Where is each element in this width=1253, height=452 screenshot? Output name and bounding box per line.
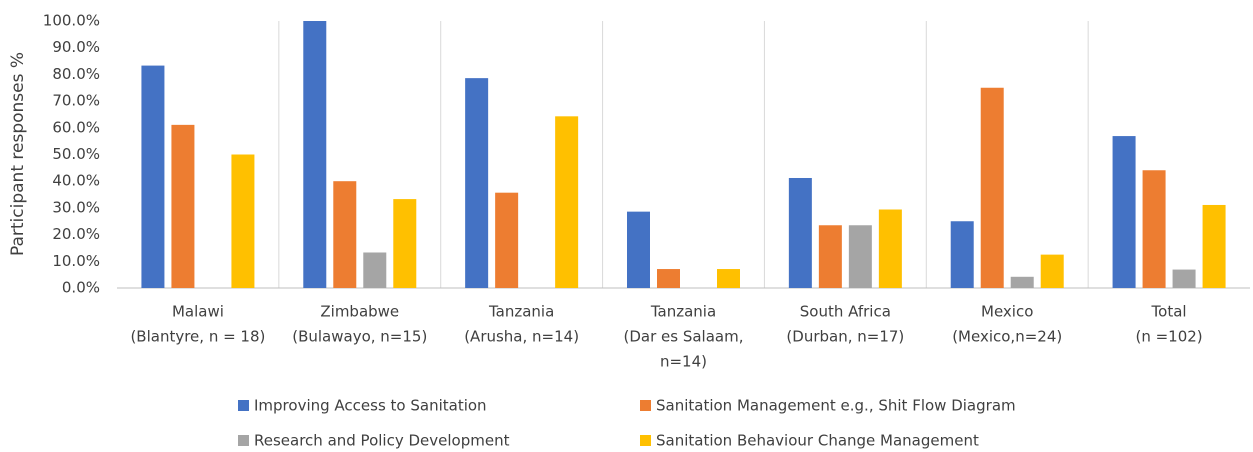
x-tick-label: Tanzania (488, 303, 554, 321)
y-tick-label: 50.0% (52, 145, 100, 163)
y-tick-label: 0.0% (62, 279, 100, 297)
legend-swatch (640, 400, 651, 411)
legend-label: Sanitation Behaviour Change Management (656, 432, 979, 450)
legend-swatch (640, 435, 651, 446)
legend-label: Research and Policy Development (254, 432, 510, 450)
legend-swatch (238, 400, 249, 411)
y-axis-label: Participant responses % (8, 52, 28, 256)
bar (333, 181, 357, 288)
x-tick-label: Malawi (172, 303, 224, 321)
bar (1112, 136, 1136, 288)
bar (1202, 204, 1226, 288)
bar (1010, 276, 1034, 288)
bar (878, 209, 902, 288)
x-tick-label: (Arusha, n=14) (464, 328, 579, 346)
bar (231, 154, 255, 288)
bar (848, 225, 872, 288)
x-tick-label: (Durban, n=17) (786, 328, 904, 346)
legend-label: Improving Access to Sanitation (254, 397, 487, 415)
bar (141, 65, 165, 289)
legend-label: Sanitation Management e.g., Shit Flow Di… (656, 397, 1016, 415)
x-tick-label: Mexico (981, 303, 1033, 321)
bar (363, 252, 387, 288)
bar (171, 124, 195, 288)
x-tick-label: Total (1151, 303, 1187, 321)
bar (657, 269, 680, 288)
bar (627, 211, 650, 288)
bar (1142, 170, 1166, 288)
bar (465, 78, 489, 288)
y-tick-label: 70.0% (52, 92, 100, 110)
y-tick-label: 60.0% (52, 118, 100, 136)
x-tick-label: (n =102) (1135, 328, 1202, 346)
x-tick-label: Zimbabwe (320, 303, 399, 321)
x-tick-label: n=14) (660, 353, 707, 371)
bar (818, 225, 842, 288)
x-tick-label: (Blantyre, n = 18) (130, 328, 265, 346)
y-tick-label: 30.0% (52, 198, 100, 216)
x-tick-label: (Bulawayo, n=15) (292, 328, 427, 346)
bar (717, 269, 740, 288)
bar (495, 192, 519, 288)
y-tick-label: 10.0% (52, 252, 100, 270)
bar (950, 221, 974, 288)
bar (393, 199, 417, 288)
bar (1040, 254, 1064, 288)
bar (788, 177, 812, 288)
y-tick-label: 80.0% (52, 65, 100, 83)
bar (555, 116, 579, 288)
y-tick-label: 100.0% (43, 12, 100, 30)
x-tick-label: South Africa (800, 303, 891, 321)
y-tick-label: 20.0% (52, 225, 100, 243)
x-tick-label: (Dar es Salaam, (624, 328, 744, 346)
x-tick-label: (Mexico,n=24) (952, 328, 1062, 346)
y-tick-label: 90.0% (52, 38, 100, 56)
bar (1172, 269, 1196, 288)
bar (980, 87, 1004, 288)
bar (303, 21, 327, 288)
legend-swatch (238, 435, 249, 446)
y-tick-label: 40.0% (52, 172, 100, 190)
x-tick-label: Tanzania (650, 303, 716, 321)
